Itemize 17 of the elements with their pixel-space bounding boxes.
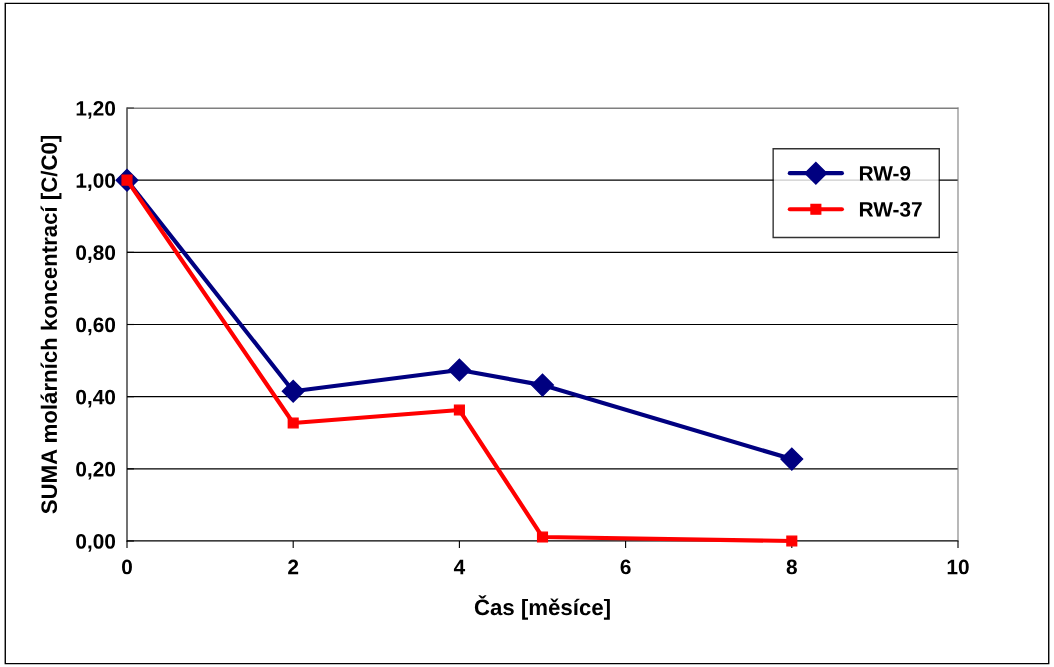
- x-tick-label: 6: [620, 559, 631, 575]
- x-tick-label: 2: [288, 559, 299, 575]
- legend-label: RW-37: [859, 202, 922, 217]
- x-tick-label: 8: [786, 559, 797, 575]
- y-tick-label: 0,80: [76, 245, 116, 264]
- y-tick-label: 1,00: [76, 173, 116, 191]
- x-tick-label: 4: [453, 559, 466, 575]
- y-tick-label: 0,00: [76, 534, 116, 552]
- y-tick-label: 0,40: [76, 389, 116, 408]
- y-axis-title: SUMA molárních koncentrací [C/C0]: [40, 136, 62, 514]
- x-tick-label: 10: [947, 559, 969, 575]
- y-tick-label: 1,20: [76, 101, 116, 119]
- x-axis-title: Čas [měsíce]: [474, 595, 610, 620]
- x-tick-label: 0: [122, 559, 132, 575]
- y-tick-label: 0,20: [76, 461, 116, 480]
- y-tick-label: 0,60: [76, 317, 116, 336]
- legend-label: RW-9: [859, 165, 911, 181]
